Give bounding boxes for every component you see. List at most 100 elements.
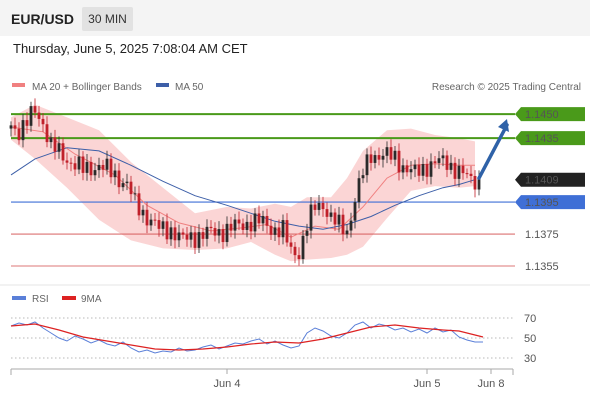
candle-body xyxy=(249,221,253,232)
candle-body xyxy=(113,170,117,178)
candle-body xyxy=(461,165,465,174)
level-tag-1.1435 xyxy=(515,131,585,146)
candle-body xyxy=(309,204,313,231)
level-lines-group xyxy=(11,113,515,267)
candle-body xyxy=(97,164,101,171)
candle-body xyxy=(353,202,357,221)
candle-body xyxy=(413,164,417,170)
candle-body xyxy=(121,183,125,188)
candle-body xyxy=(25,120,29,126)
candle-body xyxy=(329,212,333,217)
candle-body xyxy=(441,155,445,159)
candle-body xyxy=(241,223,245,230)
level-label-1.1395: 1.1395 xyxy=(525,197,559,209)
candle-body xyxy=(225,223,229,243)
rsi-tick-70: 70 xyxy=(524,313,536,325)
candle-body xyxy=(193,232,197,248)
candle-body xyxy=(129,181,133,195)
candle-body xyxy=(341,214,345,235)
candle-body xyxy=(185,234,189,240)
candle-body xyxy=(365,154,369,176)
timeframe-chip[interactable]: 30 MIN xyxy=(82,7,133,31)
main-legend: MA 20 + Bollinger Bands MA 50 Research ©… xyxy=(12,82,581,93)
candle-body xyxy=(117,170,121,188)
candle-body xyxy=(41,118,45,125)
candle-body xyxy=(229,223,233,231)
candle-body xyxy=(281,220,285,238)
candle-body xyxy=(201,232,205,239)
level-label-1.1375: 1.1375 xyxy=(525,229,559,241)
symbol-label: EUR/USD xyxy=(11,11,75,27)
candle-body xyxy=(321,202,325,210)
candle-body xyxy=(21,120,25,141)
candle-body xyxy=(325,209,329,217)
ma50-legend-swatch xyxy=(156,83,169,87)
candle-body xyxy=(337,214,341,225)
candle-body xyxy=(437,158,441,163)
candle-body xyxy=(137,193,141,216)
candle-body xyxy=(165,221,169,240)
candle-body xyxy=(301,235,305,260)
candle-body xyxy=(157,220,161,229)
candle-body xyxy=(345,230,349,235)
candle-body xyxy=(457,165,461,179)
candle-body xyxy=(177,232,181,241)
candles-group xyxy=(9,98,509,266)
candle-body xyxy=(449,162,453,170)
candle-body xyxy=(133,193,137,195)
candle-body xyxy=(421,164,425,176)
candle-body xyxy=(109,158,113,178)
candle-body xyxy=(305,230,309,236)
bollinger-band-group xyxy=(11,104,475,262)
level-label-1.1409: 1.1409 xyxy=(525,175,559,187)
candle-body xyxy=(233,219,237,231)
candle-body xyxy=(409,169,413,173)
level-labels-group: 1.1450 1.1435 1.1409 1.1395 1.1375 1.1355 xyxy=(515,107,585,273)
candle-body xyxy=(397,150,401,173)
candle-body xyxy=(105,158,109,170)
candle-body xyxy=(293,246,297,256)
ma50-line xyxy=(10,147,476,230)
rsi-ma-legend-swatch xyxy=(62,296,76,300)
rsi-legend: RSI 9MA xyxy=(12,294,102,305)
candle-body xyxy=(333,212,337,225)
candle-body xyxy=(269,225,273,235)
candle-body xyxy=(17,128,21,141)
candle-body xyxy=(205,226,209,239)
x-axis: Jun 4 Jun 5 Jun 8 xyxy=(10,368,514,390)
header-bar: EUR/USD 30 MIN xyxy=(0,0,590,36)
timestamp: Thursday, June 5, 2025 7:08:04 AM CET xyxy=(13,41,248,56)
candle-body xyxy=(377,155,381,160)
candle-body xyxy=(217,229,221,236)
candle-body xyxy=(469,173,473,177)
projection-arrow-head xyxy=(498,118,509,132)
candle-body xyxy=(161,221,165,229)
candle-body xyxy=(393,150,397,160)
candle-body xyxy=(237,219,241,224)
candle-body xyxy=(385,147,389,156)
rsi-ma-legend-label: 9MA xyxy=(81,294,102,305)
candle-body xyxy=(289,242,293,247)
candle-body xyxy=(473,176,477,190)
candle-body xyxy=(57,143,61,152)
x-tick-label: Jun 4 xyxy=(214,378,241,390)
candle-body xyxy=(381,155,385,160)
candle-body xyxy=(145,209,149,226)
candle-body xyxy=(245,221,249,230)
candle-body xyxy=(61,143,65,161)
candle-body xyxy=(445,155,449,170)
candle-body xyxy=(401,165,405,173)
candle-body xyxy=(453,162,457,179)
candle-body xyxy=(153,219,157,221)
candle-body xyxy=(257,213,261,224)
candle-body xyxy=(37,112,41,119)
candle-body xyxy=(369,154,373,163)
candle-body xyxy=(373,155,377,163)
rsi-line xyxy=(10,321,483,354)
candle-body xyxy=(93,170,97,176)
candle-body xyxy=(425,164,429,177)
candle-body xyxy=(349,220,353,231)
candle-body xyxy=(81,156,85,173)
candle-body xyxy=(433,161,437,163)
